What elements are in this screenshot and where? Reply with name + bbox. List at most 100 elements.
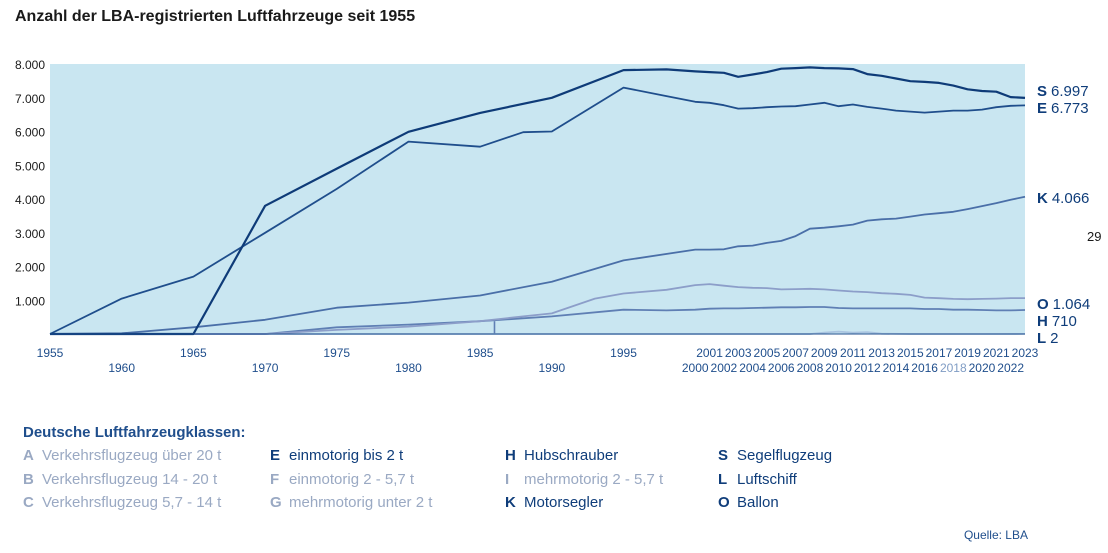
- legend-label: Segelflugzeug: [737, 447, 833, 464]
- x-tick-label: 1955: [37, 346, 64, 360]
- legend-code: O: [718, 494, 730, 511]
- y-tick-label: 4.000: [15, 193, 45, 207]
- x-tick-label: 2005: [754, 346, 781, 360]
- legend-code: K: [505, 494, 516, 511]
- legend-label: Verkehrsflugzeug 14 - 20 t: [42, 471, 218, 488]
- x-tick-label: 2013: [868, 346, 895, 360]
- x-tick-label: 2017: [926, 346, 953, 360]
- source-note: Quelle: LBA: [963, 528, 1028, 542]
- legend-label: einmotorig 2 - 5,7 t: [289, 471, 415, 488]
- x-tick-label: 2022: [997, 361, 1024, 375]
- x-tick-label: 2021: [983, 346, 1010, 360]
- x-tick-label: 1975: [323, 346, 350, 360]
- x-tick-label: 2001: [696, 346, 723, 360]
- series-line-k: [49, 195, 1026, 335]
- y-tick-label: 6.000: [15, 126, 45, 140]
- legend-code: A: [23, 447, 34, 464]
- series-end-value: 710: [1052, 313, 1077, 330]
- legend-label: mehrmotorig 2 - 5,7 t: [524, 471, 664, 488]
- x-tick-label: 1980: [395, 361, 422, 375]
- x-tick-label: 2011: [840, 346, 866, 360]
- x-tick-label: 1970: [252, 361, 279, 375]
- legend-code: H: [505, 447, 516, 464]
- y-tick-label: 5.000: [15, 159, 45, 173]
- series-code: K: [1037, 190, 1048, 207]
- series-end-value: 1.064: [1053, 296, 1091, 313]
- series-code: S: [1037, 83, 1047, 100]
- legend-code: C: [23, 494, 34, 511]
- legend-label: Hubschrauber: [524, 447, 619, 464]
- x-axis: 1955 1965 1975 1985 1995 2001 2003 2005 2007 2009…: [37, 346, 1039, 375]
- x-tick-label: 2012: [854, 361, 881, 375]
- legend-code: L: [718, 471, 728, 488]
- x-tick-label: 2003: [725, 346, 752, 360]
- end-label-h: H 710: [1037, 313, 1077, 330]
- legend-code: E: [270, 447, 281, 464]
- legend-code: F: [270, 471, 280, 488]
- legend-item: K Motorsegler: [505, 494, 603, 511]
- series-line-e: [49, 86, 1026, 335]
- legend-code: B: [23, 471, 34, 488]
- series-line-o: [50, 283, 1025, 335]
- chart-title: Anzahl der LBA-registrierten Luftfahrzeu…: [15, 8, 416, 25]
- legend-item: L Luftschiff: [718, 471, 797, 488]
- line-chart: 1.000 2.000 3.000 4.000 5.000 6.000 7.000 8.000…: [15, 58, 1090, 375]
- x-tick-label: 2010: [825, 361, 852, 375]
- legend-item: B Verkehrsflugzeug 14 - 20 t: [23, 471, 217, 488]
- plot-area: [50, 64, 1025, 334]
- legend-title: Deutsche Luftfahrzeugklassen:: [23, 424, 246, 441]
- legend-label: Verkehrsflugzeug über 20 t: [42, 447, 222, 464]
- end-label-k: K 4.066: [1037, 190, 1089, 207]
- series-line-s: [50, 66, 1026, 336]
- end-label-e: E 6.773: [1037, 100, 1089, 117]
- x-tick-label: 2014: [883, 361, 910, 375]
- series-end-value: 6.773: [1051, 100, 1089, 117]
- x-tick-label: 2002: [711, 361, 738, 375]
- x-tick-label: 1985: [467, 346, 494, 360]
- x-tick-label: 2006: [768, 361, 795, 375]
- legend-label: Luftschiff: [737, 471, 797, 488]
- legend-label: einmotorig bis 2 t: [289, 447, 404, 464]
- x-tick-label: 2016: [911, 361, 938, 375]
- x-tick-label: 1965: [180, 346, 207, 360]
- x-tick-label: 2007: [782, 346, 809, 360]
- legend-label: Verkehrsflugzeug 5,7 - 14 t: [42, 494, 222, 511]
- legend-item: S Segelflugzeug: [718, 447, 832, 464]
- x-tick-label: 2019: [954, 346, 981, 360]
- x-tick-label: 2004: [739, 361, 766, 375]
- series-line-h: [50, 306, 1026, 335]
- legend-label: Ballon: [737, 494, 779, 511]
- series-end-value: 4.066: [1052, 190, 1090, 207]
- series-end-value: 2: [1050, 330, 1058, 347]
- y-tick-label: 1.000: [15, 294, 45, 308]
- x-tick-label: 2023: [1012, 346, 1039, 360]
- x-tick-label: 2009: [811, 346, 838, 360]
- end-label-o: O 1.064: [1037, 296, 1090, 313]
- series-code: L: [1037, 330, 1046, 347]
- legend-code: I: [505, 471, 510, 488]
- y-tick-label: 8.000: [15, 58, 45, 72]
- x-tick-label: 2015: [897, 346, 924, 360]
- legend-item: C Verkehrsflugzeug 5,7 - 14 t: [23, 494, 221, 511]
- series-code: E: [1037, 100, 1047, 117]
- series-code: H: [1037, 313, 1048, 330]
- y-tick-label: 3.000: [15, 227, 45, 241]
- x-tick-label: 2020: [969, 361, 996, 375]
- y-tick-label: 7.000: [15, 92, 45, 106]
- x-tick-label: 1995: [610, 346, 637, 360]
- end-label-s: S 6.997: [1037, 83, 1089, 100]
- x-tick-label: 2018: [940, 361, 967, 375]
- x-tick-label: 2008: [797, 361, 824, 375]
- series-lines: [49, 66, 1026, 336]
- page-number: 29: [1087, 229, 1102, 244]
- legend-label: mehrmotorig unter 2 t: [289, 494, 433, 511]
- y-axis: 1.000 2.000 3.000 4.000 5.000 6.000 7.000 8.000: [15, 58, 45, 308]
- series-end-value: 6.997: [1051, 83, 1089, 100]
- x-tick-label: 2000: [682, 361, 709, 375]
- legend-code: G: [270, 494, 282, 511]
- x-tick-label: 1990: [538, 361, 565, 375]
